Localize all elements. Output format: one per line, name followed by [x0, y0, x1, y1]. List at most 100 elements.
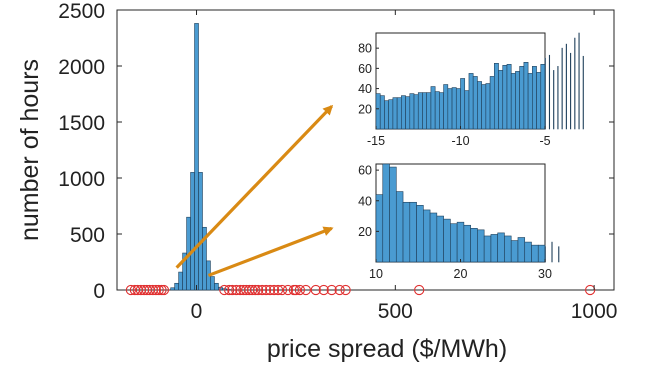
outlier-marker [223, 284, 235, 296]
inset-top-bar [515, 71, 520, 130]
inset-top-bar [396, 97, 402, 130]
inset-top-bar [523, 62, 529, 130]
inset-bottom-bar [463, 224, 471, 263]
inset-top-bar [536, 72, 542, 130]
inset-top-bar [388, 99, 394, 130]
inset-top-bar [570, 52, 572, 130]
arrow-to-inset-bottom [207, 226, 334, 277]
outlier-marker [153, 284, 164, 296]
inset-top-bar [460, 78, 466, 130]
y-axis-label: number of hours [16, 59, 44, 241]
inset-x-tick-label: 30 [538, 267, 552, 281]
inset-x-tick-label: -10 [451, 134, 469, 148]
inset-bottom-bar [558, 246, 560, 263]
histogram-bar [174, 282, 179, 291]
histogram-bar [170, 287, 175, 291]
outlier-marker [219, 284, 230, 296]
outlier-marker [326, 284, 337, 296]
outlier-marker [272, 284, 284, 296]
outlier-marker [282, 284, 294, 296]
inset-bottom-bar [510, 240, 519, 263]
x-tick-label: 1000 [571, 300, 618, 323]
inset-bottom-bar [531, 244, 539, 263]
inset-top-bar [481, 84, 487, 130]
inset-top-bar [498, 70, 504, 130]
inset-top-bar [405, 96, 411, 130]
outlier-marker [250, 284, 261, 296]
inset-bottom-bar [409, 201, 417, 263]
inset-bottom-bar [517, 237, 526, 263]
inset-top-bar [553, 70, 555, 130]
inset-top-bar [527, 73, 533, 130]
inset-bottom-bar [524, 241, 532, 263]
inset-top-bar [468, 73, 474, 130]
inset-bottom-bar [483, 235, 492, 263]
inset-top-bar [561, 47, 563, 130]
y-tick-label: 2500 [58, 0, 105, 23]
outlier-marker [318, 284, 329, 296]
outlier-marker [294, 284, 306, 296]
inset-bottom-bar [470, 228, 478, 263]
outlier-marker [231, 284, 242, 296]
outlier-marker [334, 284, 345, 296]
inset-y-tick-label: 80 [358, 42, 372, 56]
outlier-marker [252, 284, 264, 296]
outlier-marker [276, 284, 288, 296]
outlier-marker [247, 284, 258, 296]
outlier-marker [150, 284, 162, 296]
x-axis-label: price spread ($/MWh) [267, 335, 507, 363]
inset-top-bar [375, 93, 381, 130]
outlier-marker [264, 284, 276, 296]
inset-top-bar [489, 76, 495, 130]
inset-top-bar [439, 92, 444, 130]
y-tick-label: 2000 [58, 56, 105, 79]
inset-y-tick-label: 60 [358, 164, 372, 178]
inset-bottom-bar [551, 241, 553, 263]
inset-top-bar [565, 43, 567, 130]
inset-top-bar [430, 86, 436, 130]
inset-top-bar [447, 88, 453, 130]
inset-top-bar [540, 64, 546, 130]
inset-bottom-bar [497, 232, 505, 263]
outlier-marker [584, 284, 596, 296]
outlier-marker [158, 284, 170, 296]
histogram-bar [214, 282, 219, 291]
inset-bottom-bar [443, 218, 451, 263]
inset-top-bar [434, 91, 440, 130]
outlier-marker [268, 284, 280, 296]
histogram-bar [178, 271, 183, 291]
inset-top-bar [544, 57, 546, 130]
inset-bottom-plot: 10 20 30 20 40 60 [358, 163, 560, 281]
inset-top-bar [409, 93, 415, 130]
outlier-marker [156, 284, 167, 296]
inset-bottom-bar [504, 235, 512, 263]
inset-bottom-bar [416, 205, 424, 263]
inset-top-bar [574, 37, 576, 130]
inset-bottom-bar [429, 212, 438, 263]
outlier-marker [260, 284, 272, 296]
inset-top-bar [422, 92, 428, 130]
inset-y-tick-label: 40 [358, 82, 372, 96]
inset-top-bar [477, 81, 482, 130]
inset-top-bar [510, 73, 516, 130]
inset-top-bar [578, 32, 580, 130]
histogram-bar [198, 172, 203, 291]
inset-top-bar [392, 97, 398, 130]
inset-top-bar [443, 84, 449, 130]
inset-bottom-bar [477, 229, 485, 263]
inset-bottom-bar [375, 194, 384, 263]
histogram-bar [190, 172, 195, 291]
main-plot: 0 500 1000 0 500 1000 1500 2000 2500 [58, 0, 617, 323]
inset-x-tick-label: -15 [367, 134, 385, 148]
inset-y-tick-label: 20 [358, 225, 372, 239]
inset-x-tick-label: 20 [454, 267, 468, 281]
inset-bottom-bar [389, 166, 397, 263]
arrow-to-inset-top [175, 104, 334, 269]
inset-top-bar [401, 95, 406, 130]
inset-top-bar [384, 100, 389, 130]
inset-y-tick-label: 20 [358, 102, 372, 116]
inset-x-tick-label: -5 [539, 134, 550, 148]
main-plot-frame [116, 9, 615, 291]
y-tick-label: 1500 [58, 112, 105, 135]
